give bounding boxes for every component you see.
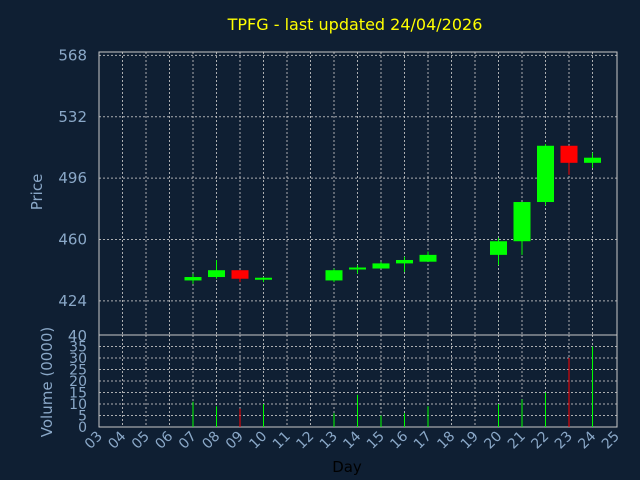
chart-title: TPFG - last updated 24/04/2026 [227, 15, 483, 34]
x-tick-label: 18 [434, 429, 458, 453]
volume-tick-label: 20 [69, 374, 87, 390]
x-tick-label: 06 [152, 428, 176, 452]
volume-tick-label: 30 [69, 351, 87, 367]
x-tick-label: 22 [528, 429, 552, 453]
candle-body [419, 254, 437, 262]
volume-top-tick-label: 40 [68, 327, 87, 345]
x-tick-label: 14 [340, 428, 364, 452]
x-tick-label: 20 [481, 429, 505, 453]
price-tick-label: 496 [58, 169, 87, 187]
candle-body [372, 263, 390, 269]
price-tick-label: 460 [58, 231, 87, 249]
candle-body [560, 145, 578, 163]
x-tick-label: 23 [552, 429, 576, 453]
x-tick-label: 24 [575, 428, 599, 452]
volume-tick-label: 10 [69, 397, 87, 413]
x-tick-label: 15 [364, 429, 388, 453]
volume-tick-label: 5 [78, 409, 87, 425]
x-axis-label: Day [332, 458, 362, 476]
volume-tick-label: 15 [69, 386, 87, 402]
price-tick-label: 532 [58, 108, 87, 126]
candle-body [513, 202, 531, 242]
x-tick-label: 16 [387, 428, 411, 452]
candle-body [255, 277, 272, 280]
x-tick-label: 04 [105, 428, 129, 452]
volume-tick-label: 0 [78, 420, 87, 436]
price-axis-label: Price [28, 174, 46, 211]
x-tick-label: 21 [505, 429, 529, 453]
price-tick-label: 424 [58, 292, 87, 310]
candle-body [396, 259, 413, 264]
x-tick-label: 07 [176, 429, 200, 453]
x-tick-label: 13 [317, 429, 341, 453]
x-tick-label: 05 [129, 429, 153, 453]
x-tick-label: 09 [223, 429, 247, 453]
price-tick-label: 568 [58, 46, 87, 64]
x-tick-label: 10 [246, 429, 270, 453]
candle-body [349, 267, 366, 270]
candle-body [537, 145, 554, 203]
candle-body [584, 157, 601, 163]
candle-body [325, 270, 343, 281]
candle-body [208, 270, 225, 278]
x-tick-label: 12 [293, 429, 317, 453]
x-tick-label: 25 [599, 429, 623, 453]
x-axis: 03 04 05 06 07 08 09 10 11 12 13 14 15 16 17 18 19 20 21 22… [82, 428, 623, 452]
x-tick-label: 19 [458, 429, 482, 453]
volume-axis-label: Volume (0000) [38, 327, 56, 437]
x-tick-label: 17 [411, 429, 435, 453]
volume-tick-label: 25 [69, 363, 87, 379]
x-tick-label: 11 [270, 429, 294, 453]
x-tick-label: 08 [199, 429, 223, 453]
candle-body [490, 241, 507, 255]
candle-body [184, 277, 202, 281]
price-panel: 424 460 496 532 568 [58, 46, 618, 336]
volume-tick-label: 35 [69, 340, 87, 356]
candle-body [231, 270, 249, 279]
